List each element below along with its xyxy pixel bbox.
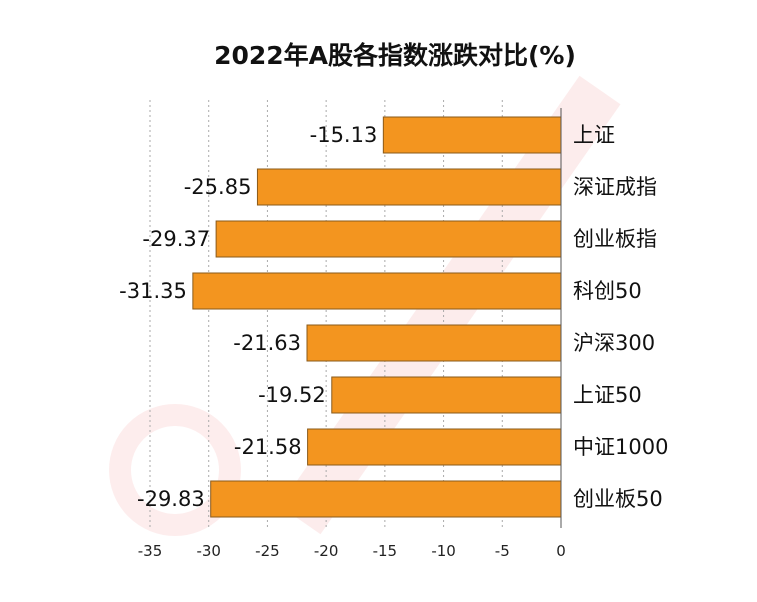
chart-title: 2022年A股各指数涨跌对比(%) bbox=[214, 41, 576, 70]
x-tick-label: -15 bbox=[373, 542, 398, 560]
bar bbox=[215, 220, 562, 258]
x-tick-label: -10 bbox=[431, 542, 456, 560]
data-label: -31.35 bbox=[119, 279, 187, 303]
data-label: -15.13 bbox=[310, 123, 378, 147]
category-label: 深证成指 bbox=[573, 175, 657, 199]
data-label: -21.63 bbox=[233, 331, 301, 355]
category-label: 上证50 bbox=[573, 383, 642, 407]
bar bbox=[382, 116, 562, 154]
x-tick-label: -20 bbox=[314, 542, 339, 560]
x-tick-label: 0 bbox=[556, 542, 566, 560]
data-label: -21.58 bbox=[234, 435, 302, 459]
bar bbox=[192, 272, 562, 310]
data-label: -25.85 bbox=[184, 175, 252, 199]
category-label: 创业板指 bbox=[573, 227, 657, 251]
data-label: -29.83 bbox=[137, 487, 205, 511]
bar bbox=[256, 168, 562, 206]
bar bbox=[306, 324, 562, 362]
data-label: -29.37 bbox=[142, 227, 210, 251]
data-label: -19.52 bbox=[258, 383, 326, 407]
bar bbox=[331, 376, 562, 414]
category-label: 上证 bbox=[573, 123, 615, 147]
category-label: 沪深300 bbox=[573, 331, 655, 355]
category-label: 科创50 bbox=[573, 279, 642, 303]
x-tick-label: -30 bbox=[196, 542, 221, 560]
category-label: 中证1000 bbox=[573, 435, 668, 459]
category-label: 创业板50 bbox=[573, 487, 663, 511]
bar bbox=[307, 428, 562, 466]
bar bbox=[210, 480, 562, 518]
x-tick-label: -5 bbox=[495, 542, 510, 560]
x-tick-label: -25 bbox=[255, 542, 280, 560]
x-tick-label: -35 bbox=[138, 542, 163, 560]
